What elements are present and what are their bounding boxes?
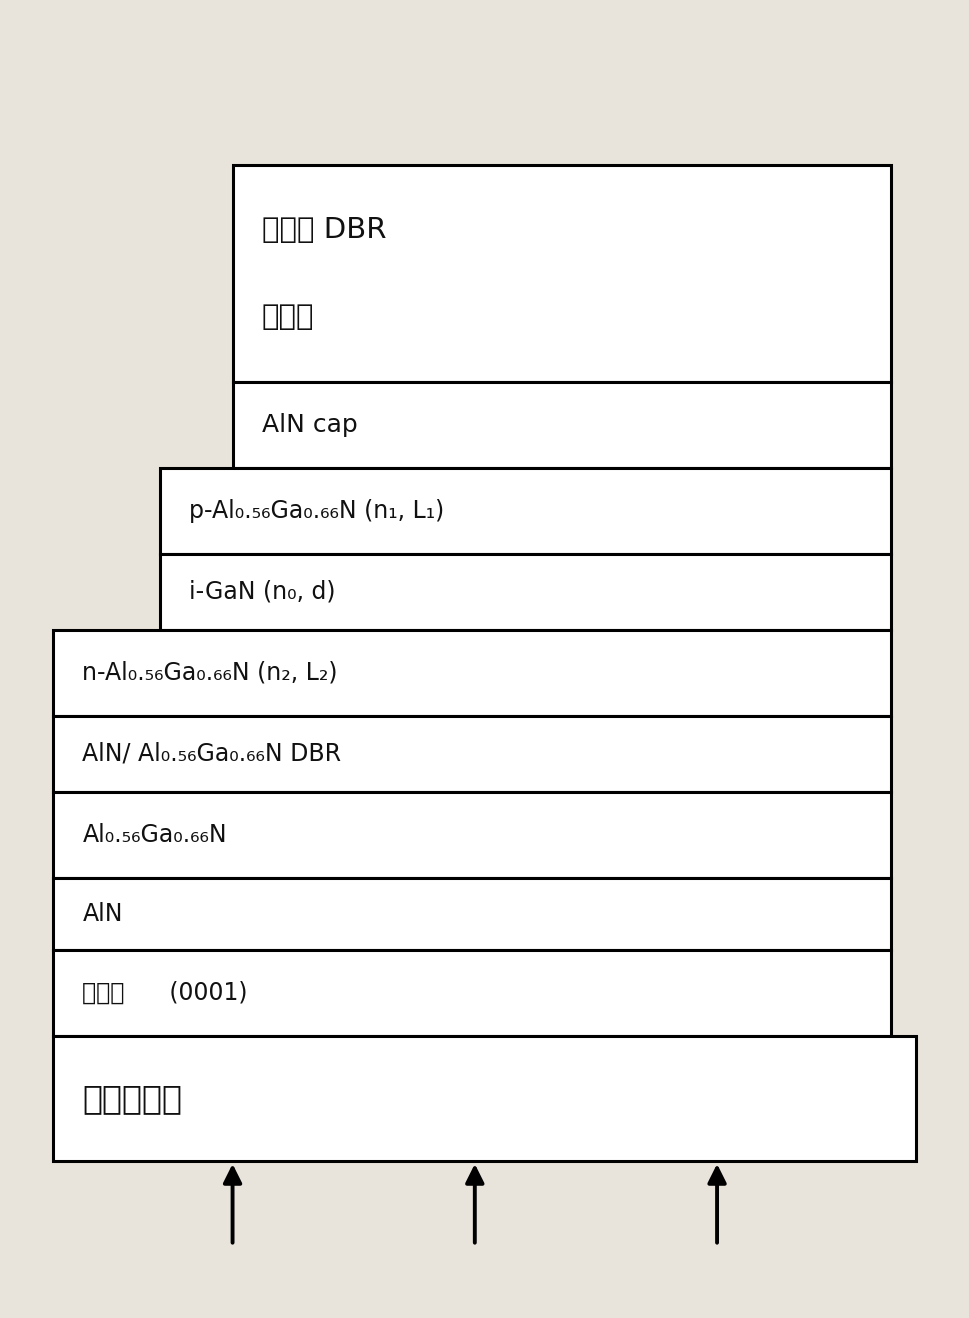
Bar <box>53 1036 916 1161</box>
Text: AlN cap: AlN cap <box>262 413 358 438</box>
Bar <box>53 950 891 1036</box>
Text: n-Al₀.₅₆Ga₀.₆₆N (n₂, L₂): n-Al₀.₅₆Ga₀.₆₆N (n₂, L₂) <box>82 660 338 685</box>
Bar <box>233 165 891 382</box>
Bar <box>53 630 891 716</box>
Bar <box>160 468 891 554</box>
Bar <box>53 792 891 878</box>
Text: Al₀.₅₆Ga₀.₆₆N: Al₀.₅₆Ga₀.₆₆N <box>82 822 227 847</box>
Bar <box>160 554 891 630</box>
Text: 或金属: 或金属 <box>262 303 314 331</box>
Text: p-Al₀.₅₆Ga₀.₆₆N (n₁, L₁): p-Al₀.₅₆Ga₀.₆₆N (n₁, L₁) <box>189 498 444 523</box>
Text: AlN: AlN <box>82 902 123 927</box>
Text: 高反射 DBR: 高反射 DBR <box>262 216 386 244</box>
Text: AlN/ Al₀.₅₆Ga₀.₆₆N DBR: AlN/ Al₀.₅₆Ga₀.₆₆N DBR <box>82 742 341 766</box>
Bar <box>53 716 891 792</box>
Text: 抗反射涂层: 抗反射涂层 <box>82 1082 182 1115</box>
Text: i-GaN (n₀, d): i-GaN (n₀, d) <box>189 580 335 604</box>
Text: 蓝宝石      (0001): 蓝宝石 (0001) <box>82 981 248 1006</box>
Bar <box>53 878 891 950</box>
Bar <box>233 382 891 468</box>
